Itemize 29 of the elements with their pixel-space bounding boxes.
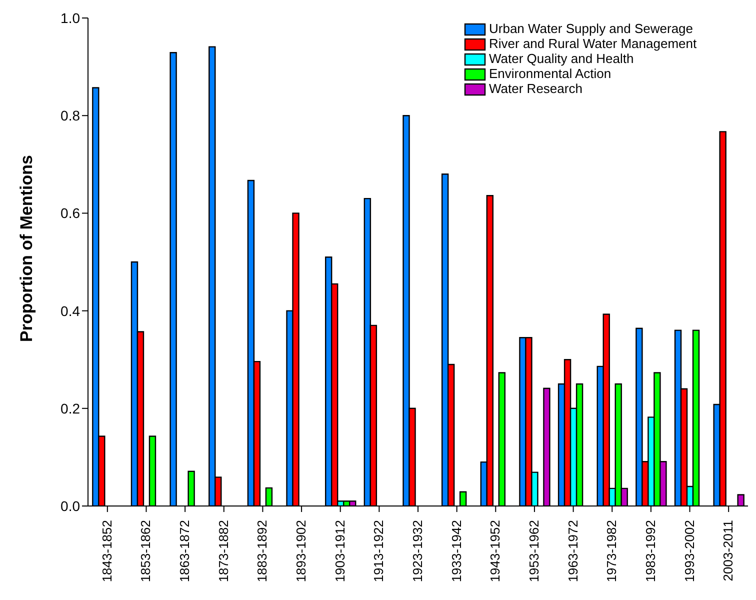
x-tick-label: 1953-1962: [526, 520, 542, 582]
y-tick-label: 0.4: [60, 302, 80, 319]
y-tick-label: 1.0: [60, 10, 80, 26]
legend-label: Water Quality and Health: [489, 51, 634, 66]
x-tick-label: 1933-1942: [448, 520, 464, 582]
y-tick-label: 0.0: [60, 498, 80, 514]
x-tick-label: 1883-1892: [254, 520, 270, 582]
legend-label: Water Research: [489, 81, 582, 96]
x-tick-label: 1943-1952: [488, 520, 503, 582]
x-tick-label: 1983-1992: [642, 520, 658, 582]
x-tick-label: 1893-1902: [294, 520, 309, 582]
x-tick-label: 1963-1972: [565, 520, 580, 582]
x-tick-label: 1843-1852: [99, 520, 114, 582]
legend-label: Urban Water Supply and Sewerage: [489, 21, 694, 36]
y-axis-title: Proportion of Mentions: [17, 155, 36, 342]
x-tick-label: 1993-2002: [682, 520, 697, 582]
x-tick-label: 1863-1872: [177, 520, 192, 582]
y-tick-label: 0.2: [60, 400, 80, 416]
y-tick-label: 0.6: [60, 205, 80, 222]
legend-label: River and Rural Water Management: [489, 36, 697, 51]
x-tick-label: 1853-1862: [138, 520, 154, 582]
x-tick-label: 1923-1932: [410, 520, 425, 582]
x-tick-label: 1913-1922: [371, 520, 386, 582]
x-tick-label: 1873-1882: [216, 520, 231, 582]
x-tick-label: 1903-1912: [332, 520, 348, 582]
x-tick-label: 2003-2011: [720, 520, 736, 582]
x-tick-label: 1973-1982: [604, 520, 620, 582]
legend-label: Environmental Action: [489, 66, 612, 81]
y-tick-label: 0.8: [60, 108, 80, 124]
